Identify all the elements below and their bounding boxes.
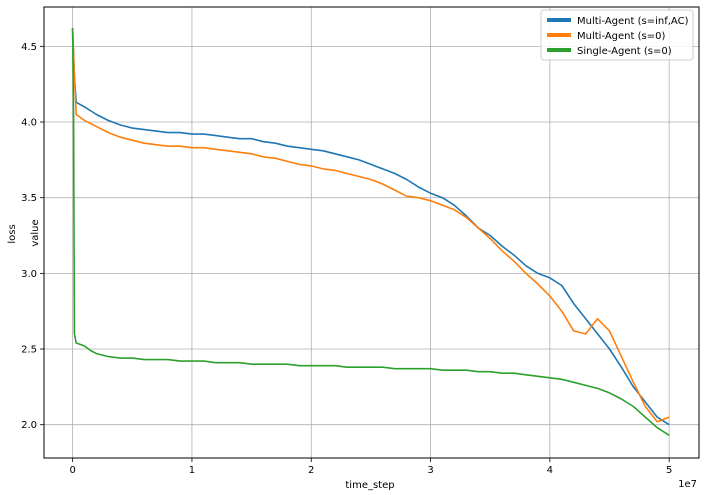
y-tick-label: 3.0 bbox=[21, 269, 37, 280]
y-axis-label-value: value bbox=[30, 219, 41, 246]
series-lines bbox=[71, 28, 670, 436]
x-tick-label: 4 bbox=[547, 465, 553, 476]
y-tick-label: 4.0 bbox=[21, 118, 37, 129]
y-tick-label: 4.5 bbox=[21, 42, 37, 53]
grid bbox=[44, 7, 699, 458]
series-line-2 bbox=[71, 28, 670, 436]
x-axis-label: time_step bbox=[345, 480, 394, 491]
y-tick-label: 3.5 bbox=[21, 193, 37, 204]
x-tick-label: 0 bbox=[69, 465, 75, 476]
legend: Multi-Agent (s=inf,AC) Multi-Agent (s=0)… bbox=[540, 9, 694, 61]
series-line-1 bbox=[71, 28, 670, 423]
legend-label-0: Multi-Agent (s=inf,AC) bbox=[577, 16, 689, 27]
legend-box bbox=[540, 9, 694, 61]
x-tick-label: 1 bbox=[189, 465, 195, 476]
series-line-0 bbox=[71, 28, 670, 426]
axis-ticks: 0 1 2 3 4 5 2.0 2.5 3.0 3.5 4.0 4.5 bbox=[21, 42, 672, 476]
y-tick-label: 2.0 bbox=[21, 420, 37, 431]
y-tick-label: 2.5 bbox=[21, 345, 37, 356]
legend-label-2: Single-Agent (s=0) bbox=[577, 46, 672, 57]
legend-label-1: Multi-Agent (s=0) bbox=[577, 31, 665, 42]
y-axis-label-loss: loss bbox=[7, 224, 18, 243]
x-tick-label: 2 bbox=[308, 465, 314, 476]
x-tick-label: 3 bbox=[427, 465, 433, 476]
plot-frame bbox=[43, 6, 700, 459]
x-tick-label: 5 bbox=[666, 465, 672, 476]
x-axis-multiplier: 1e7 bbox=[678, 479, 697, 490]
